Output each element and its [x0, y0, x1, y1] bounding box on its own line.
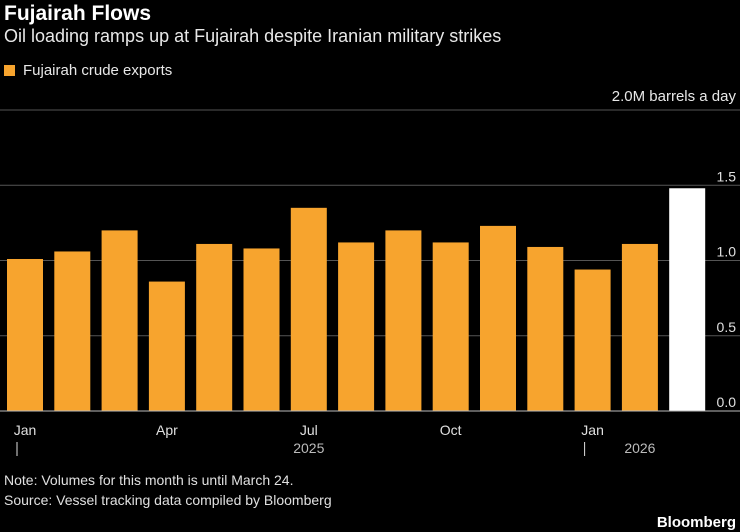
bar-sep-2025 [385, 230, 422, 411]
year-label: 2025 [293, 440, 324, 456]
x-tick-label: Jul [300, 422, 318, 438]
y-tick-label: 0.5 [717, 319, 737, 335]
y-tick-label: 1.5 [717, 168, 737, 184]
unit-label: 2.0M barrels a day [611, 88, 736, 105]
x-tick-label: Apr [156, 422, 178, 438]
bar-aug-2025 [338, 242, 375, 411]
bar-jun-2025 [243, 248, 280, 411]
legend-label: Fujairah crude exports [23, 62, 173, 79]
footnote: Note: Volumes for this month is until Ma… [4, 472, 294, 488]
bar-mar-2025 [101, 230, 138, 411]
bar-jan-2025 [7, 258, 43, 411]
bar-mar-2026 [669, 188, 706, 411]
chart-title: Fujairah Flows [4, 2, 152, 25]
bar-nov-2025 [480, 225, 516, 411]
legend-swatch [4, 65, 15, 76]
bar-feb-2025 [54, 251, 91, 411]
bar-oct-2025 [432, 242, 469, 411]
y-tick-label: 1.0 [717, 244, 737, 260]
year-label: 2026 [624, 440, 655, 456]
bar-apr-2025 [148, 281, 185, 411]
bar-jul-2025 [290, 207, 327, 411]
x-tick-label: Oct [440, 422, 462, 438]
bar-may-2025 [196, 243, 233, 411]
bloomberg-logo: Bloomberg [656, 514, 736, 531]
bar-feb-2026 [621, 243, 658, 411]
bar-dec-2025 [527, 246, 564, 411]
x-tick-label: Jan [581, 422, 604, 438]
y-tick-label: 0.0 [717, 394, 737, 410]
legend: Fujairah crude exports [4, 62, 172, 79]
source-note: Source: Vessel tracking data compiled by… [4, 492, 332, 508]
bar-jan-2026 [574, 269, 611, 411]
x-tick-label: Jan [14, 422, 37, 438]
chart-subtitle: Oil loading ramps up at Fujairah despite… [4, 26, 502, 46]
